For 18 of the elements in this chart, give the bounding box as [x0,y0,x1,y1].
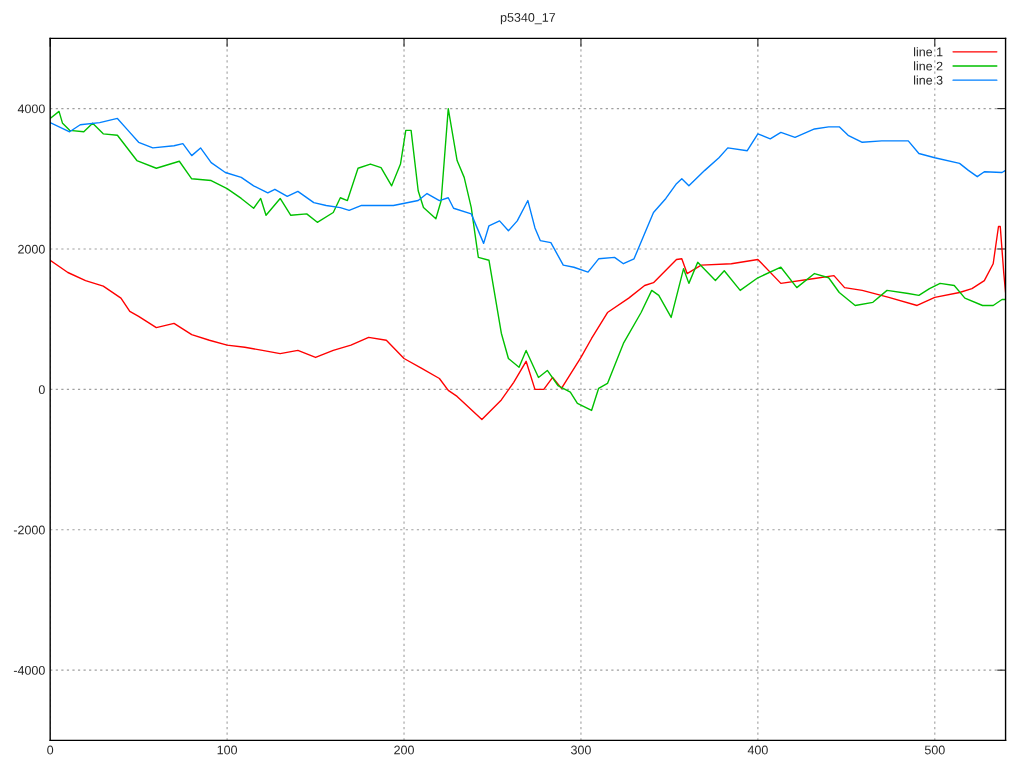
y-tick-label: -2000 [13,525,45,535]
line-series [50,225,1006,421]
legend-label: line 3 [914,75,943,85]
y-tick-label: 4000 [17,104,45,114]
x-tick-label: 0 [47,745,54,755]
line-series [50,117,1006,273]
chart-title: p5340_17 [500,13,556,25]
y-tick-label: 2000 [18,244,45,254]
legend-label: line 1 [914,47,943,57]
x-tick-label: 500 [924,745,945,755]
x-tick-label: 300 [571,745,591,755]
legend-label: line 2 [914,61,943,71]
x-tick-label: 400 [747,745,768,755]
line-series [50,107,1006,412]
y-tick-label: 0 [38,385,45,395]
x-tick-label: 200 [394,745,414,755]
x-tick-label: 100 [217,745,238,755]
y-tick-label: -4000 [13,665,45,675]
